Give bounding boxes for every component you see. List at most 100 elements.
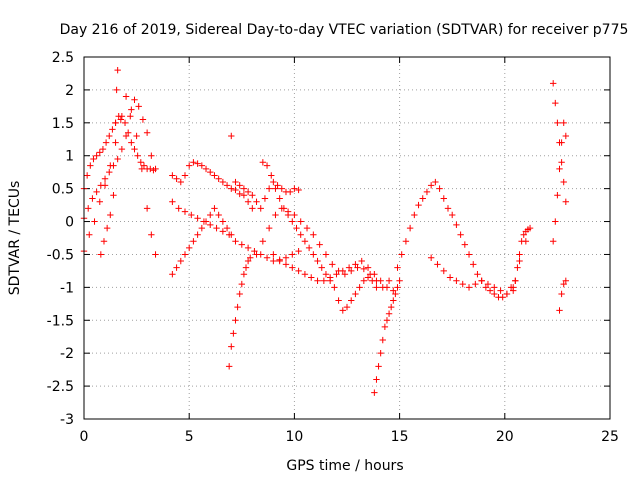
data-point (251, 247, 258, 255)
y-tick-label: -3 (60, 412, 74, 428)
data-point (247, 254, 254, 261)
data-point (152, 165, 159, 173)
data-point (225, 363, 233, 370)
data-point (259, 159, 267, 166)
plot-frame (83, 56, 611, 420)
data-point (240, 185, 248, 192)
data-point (215, 211, 222, 219)
data-point (390, 297, 397, 304)
y-tick-label: 2 (65, 83, 74, 99)
data-point (232, 317, 239, 324)
data-point (173, 264, 180, 271)
data-point (278, 185, 285, 192)
data-point (282, 254, 290, 261)
data-point (198, 224, 206, 232)
data-point (322, 251, 330, 258)
data-point (390, 287, 397, 294)
data-point (140, 162, 148, 169)
data-point (427, 182, 435, 189)
data-point (276, 195, 283, 202)
data-point (478, 277, 485, 284)
x-tick-label: 25 (601, 429, 619, 445)
data-point (385, 310, 393, 317)
data-point (286, 188, 294, 196)
data-point (383, 284, 391, 291)
data-point (341, 271, 349, 278)
data-point (181, 172, 189, 179)
data-point (102, 139, 110, 146)
data-point (137, 159, 145, 166)
series-track-a (80, 113, 157, 192)
data-point (135, 103, 142, 110)
data-point (276, 257, 283, 265)
data-point (138, 165, 146, 173)
data-point (387, 303, 395, 311)
data-point (453, 277, 460, 284)
data-point (114, 155, 121, 163)
data-point (238, 280, 245, 288)
data-point (333, 271, 340, 278)
data-point (491, 284, 498, 291)
data-point (282, 261, 290, 268)
data-point (253, 198, 260, 205)
grid-layer (84, 57, 610, 419)
data-point (211, 205, 218, 212)
data-point (202, 218, 210, 225)
data-point (491, 290, 498, 298)
data-point (295, 247, 302, 255)
data-point (236, 290, 243, 298)
data-point (219, 228, 227, 235)
data-point (219, 218, 227, 225)
data-point (459, 280, 466, 288)
x-tick-label: 5 (185, 429, 194, 445)
data-point (562, 132, 570, 140)
data-point (326, 274, 334, 281)
data-point (371, 271, 378, 278)
data-point (236, 182, 243, 189)
data-point (457, 231, 464, 238)
data-point (560, 178, 567, 186)
data-point (453, 221, 460, 229)
y-tick-label: 2.5 (52, 50, 74, 66)
data-point (398, 251, 405, 258)
data-point (244, 244, 252, 252)
data-point (85, 205, 92, 212)
data-point (110, 192, 117, 199)
data-point (415, 201, 422, 209)
series-track-m (371, 277, 403, 396)
data-point (236, 190, 243, 198)
data-point (375, 363, 382, 370)
data-point (228, 185, 235, 192)
data-point (194, 231, 201, 238)
x-tick-label: 15 (391, 429, 409, 445)
data-point (177, 257, 184, 265)
data-point (198, 162, 206, 169)
data-point (109, 126, 116, 133)
data-point (87, 162, 94, 169)
data-point (558, 139, 565, 146)
data-point (177, 178, 184, 186)
data-point (244, 198, 252, 205)
x-axis-label: GPS time / hours (286, 458, 403, 474)
data-point (181, 208, 189, 215)
data-point (465, 251, 473, 258)
series-track-g (169, 205, 235, 278)
data-point (89, 195, 96, 202)
data-point (392, 290, 399, 298)
data-point (207, 221, 214, 229)
data-point (396, 277, 403, 284)
x-tick-label: 10 (285, 429, 303, 445)
series-track-p (510, 224, 534, 294)
data-point (107, 162, 114, 169)
data-point (549, 238, 557, 245)
data-point (520, 231, 527, 238)
data-point (118, 145, 126, 153)
data-point (377, 277, 384, 284)
data-point (211, 172, 218, 179)
data-point (556, 165, 563, 173)
data-point (188, 211, 195, 219)
series-track-c (80, 93, 159, 258)
series-track-b (80, 96, 159, 222)
data-point (265, 185, 273, 192)
data-point (244, 257, 252, 265)
